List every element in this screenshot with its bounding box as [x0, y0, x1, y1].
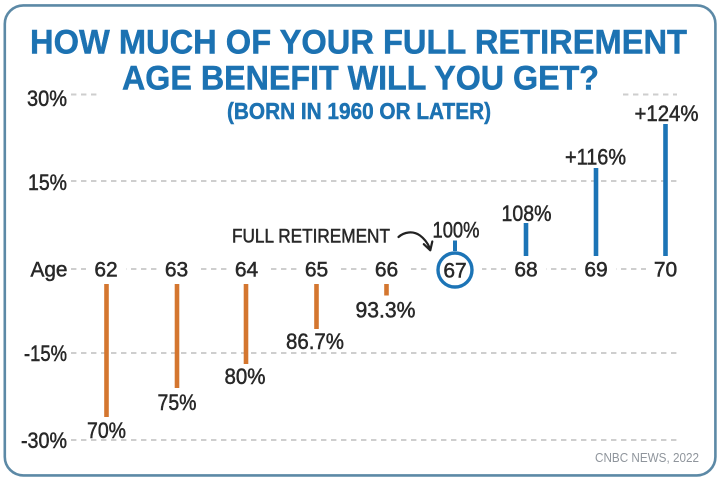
svg-text:-30%: -30%	[21, 428, 67, 453]
svg-text:FULL RETIREMENT: FULL RETIREMENT	[232, 226, 390, 248]
svg-text:75%: 75%	[158, 390, 197, 415]
svg-text:HOW MUCH OF YOUR FULL RETIREME: HOW MUCH OF YOUR FULL RETIREMENT	[30, 23, 687, 61]
svg-text:70: 70	[654, 259, 677, 282]
svg-text:93.3%: 93.3%	[356, 298, 416, 323]
svg-text:62: 62	[94, 259, 117, 282]
svg-text:30%: 30%	[27, 86, 67, 111]
svg-text:67: 67	[443, 260, 466, 283]
svg-text:63: 63	[165, 259, 188, 282]
svg-text:68: 68	[514, 259, 537, 282]
svg-text:65: 65	[305, 259, 328, 282]
svg-text:64: 64	[235, 259, 259, 282]
svg-text:Age: Age	[31, 259, 68, 282]
svg-text:70%: 70%	[87, 418, 126, 443]
svg-text:15%: 15%	[28, 170, 67, 195]
svg-text:(BORN IN 1960 OR LATER): (BORN IN 1960 OR LATER)	[227, 98, 491, 124]
svg-text:80%: 80%	[225, 364, 266, 389]
svg-text:69: 69	[584, 259, 607, 282]
svg-text:108%: 108%	[502, 201, 552, 226]
svg-text:CNBC NEWS, 2022: CNBC NEWS, 2022	[595, 451, 699, 465]
svg-text:AGE BENEFIT WILL YOU GET?: AGE BENEFIT WILL YOU GET?	[122, 60, 599, 98]
svg-text:-15%: -15%	[24, 341, 67, 366]
svg-text:86.7%: 86.7%	[286, 329, 344, 354]
svg-text:+116%: +116%	[565, 145, 626, 170]
svg-text:+124%: +124%	[635, 101, 699, 126]
svg-text:100%: 100%	[433, 218, 480, 243]
svg-text:66: 66	[375, 259, 398, 282]
